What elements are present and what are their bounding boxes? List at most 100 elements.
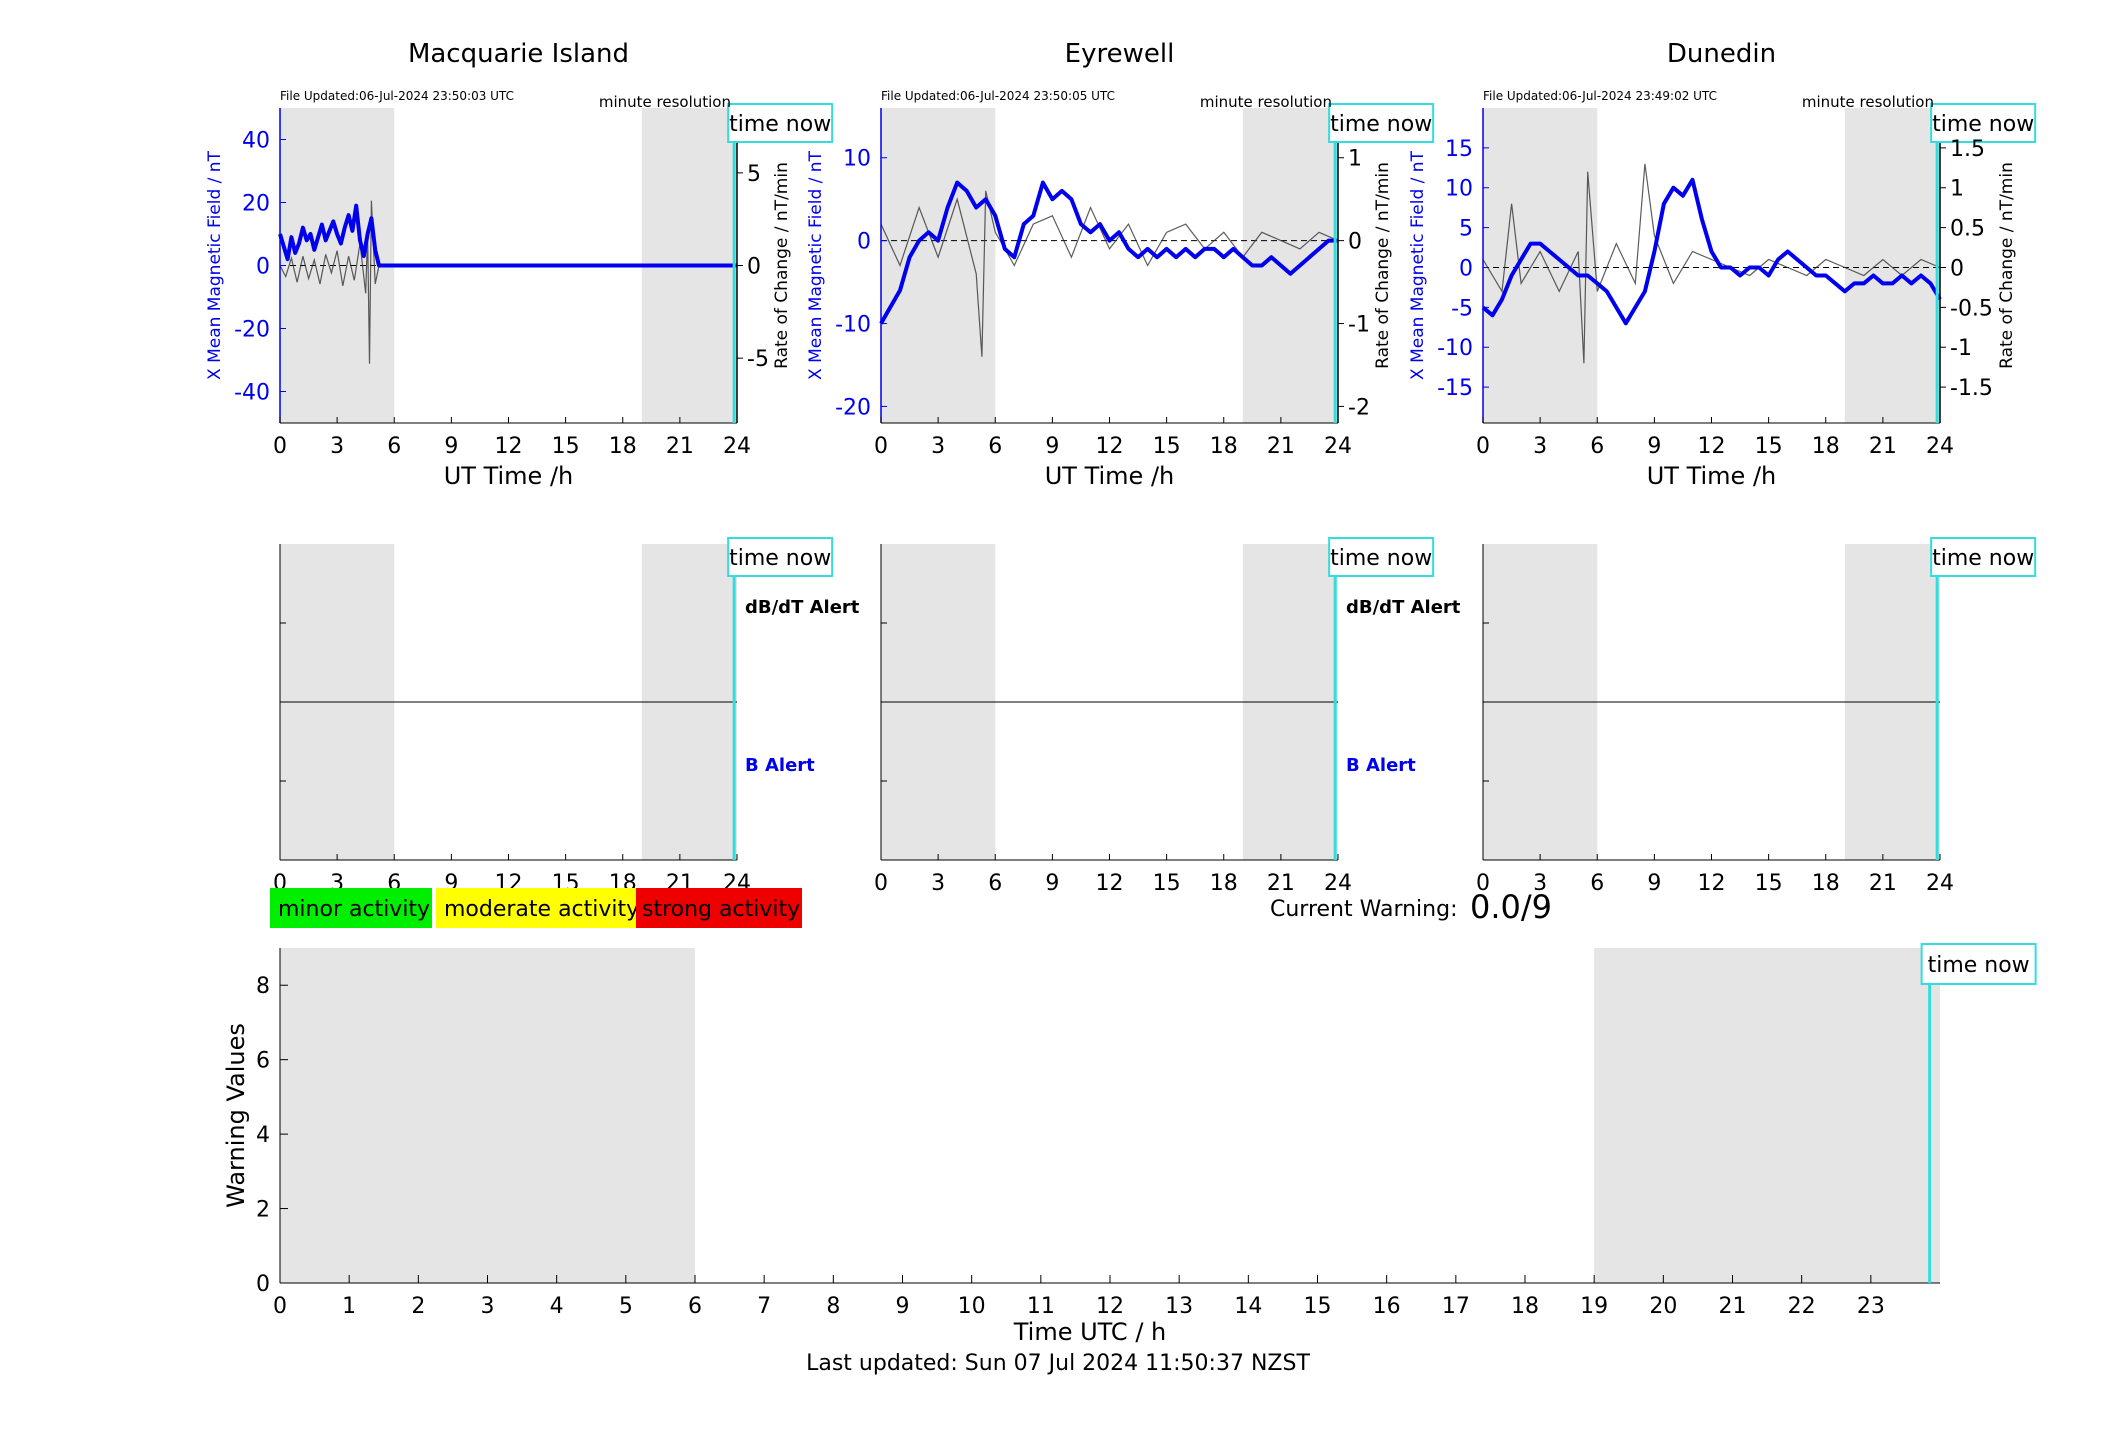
alert-hour-tick-label: 15 (1755, 871, 1783, 896)
time-now-label: time now (1330, 546, 1432, 571)
hour-tick-label: 21 (1267, 434, 1295, 459)
warning-time-now-box (1920, 943, 2037, 985)
alert-hour-tick-label: 0 (1476, 871, 1490, 896)
mean-field-series (278, 203, 737, 268)
hour-tick-label: 12 (1096, 434, 1124, 459)
hour-tick-label: 0 (874, 434, 888, 459)
hour-tick-label: 15 (1755, 434, 1783, 459)
time-now-label: time now (729, 112, 831, 137)
hour-tick-label: 3 (931, 434, 945, 459)
station-title: Dunedin (1667, 39, 1776, 69)
hour-tick-label: 12 (1698, 434, 1726, 459)
station-title: Macquarie Island (408, 39, 629, 69)
station-plot-2: time now 15 10 5 0 -5 -10 -15 1.5 1 0.5 0 -0.5 -1 -1.5… (1408, 39, 2037, 490)
right-tick-label: 1.5 (1950, 137, 1985, 162)
alert-panel-2: time now 0 3 6 9 12 15 18 21 24 (1476, 537, 2037, 896)
alert-hour-tick-label: 3 (931, 871, 945, 896)
b-alert-label: B Alert (1346, 755, 1416, 776)
left-tick-label: 10 (1445, 177, 1473, 202)
left-tick-label: 0 (857, 230, 871, 255)
time-now-box-0 (727, 537, 834, 577)
night-shade-1 (1844, 108, 1940, 423)
alert-hour-tick-label: 18 (1210, 871, 1238, 896)
warning-x-tick-label: 7 (757, 1294, 771, 1319)
hour-tick-label: 24 (1324, 434, 1352, 459)
warning-x-tick-label: 18 (1511, 1294, 1539, 1319)
alert-hour-tick-label: 15 (1153, 871, 1181, 896)
file-updated-text: File Updated:06-Jul-2024 23:49:02 UTC (1483, 89, 1717, 103)
alert-hour-tick-label: 9 (1647, 871, 1661, 896)
time-now-label: time now (1932, 112, 2034, 137)
hour-tick-label: 18 (1210, 434, 1238, 459)
alert-hour-tick-label: 0 (874, 871, 888, 896)
resolution-text: minute resolution (1200, 93, 1332, 111)
hour-tick-label: 12 (495, 434, 523, 459)
warning-x-tick-label: 13 (1165, 1294, 1193, 1319)
hour-tick-label: 24 (1926, 434, 1954, 459)
right-y-axis-label: Rate of Change / nT/min (1373, 162, 1393, 369)
left-tick-label: 40 (242, 129, 270, 154)
warning-x-tick-label: 15 (1304, 1294, 1332, 1319)
hour-tick-label: 15 (1153, 434, 1181, 459)
right-tick-label: 0 (747, 255, 761, 280)
warning-night-shade-1 (1594, 948, 1940, 1283)
hour-tick-label: 0 (1476, 434, 1490, 459)
left-tick-label: -15 (1437, 376, 1473, 401)
warning-x-axis-label: Time UTC / h (1013, 1318, 1167, 1346)
alert-hour-tick-label: 3 (1533, 871, 1547, 896)
legend-minor-swatch (270, 888, 432, 928)
time-now-label: time now (729, 546, 831, 571)
right-tick-label: -1.5 (1950, 376, 1993, 401)
warning-x-tick-label: 21 (1719, 1294, 1747, 1319)
time-now-box-0 (727, 103, 834, 143)
right-tick-label: 0 (1950, 256, 1964, 281)
warning-x-tick-label: 12 (1096, 1294, 1124, 1319)
hour-tick-label: 21 (666, 434, 694, 459)
warning-y-tick-label: 2 (256, 1198, 270, 1223)
warning-y-tick-label: 8 (256, 974, 270, 999)
left-tick-label: -40 (234, 381, 270, 406)
time-now-box-2 (1930, 537, 2037, 577)
legend-strong-swatch (636, 888, 802, 928)
left-tick-label: -10 (835, 313, 871, 338)
left-tick-label: 10 (843, 147, 871, 172)
time-now-box-2 (1930, 103, 2037, 143)
rate-of-change-series (880, 190, 1339, 357)
warning-x-tick-label: 5 (619, 1294, 633, 1319)
warning-y-tick-label: 6 (256, 1049, 270, 1074)
warning-x-tick-label: 0 (273, 1294, 287, 1319)
rate-of-change-series (1482, 163, 1941, 364)
resolution-text: minute resolution (1802, 93, 1934, 111)
alert-hour-tick-label: 12 (1096, 871, 1124, 896)
legend-moderate-label: moderate activity (444, 897, 639, 922)
right-tick-label: 1 (1348, 147, 1362, 172)
alert-hour-tick-label: 18 (1812, 871, 1840, 896)
right-tick-label: 0.5 (1950, 217, 1985, 242)
night-shade-0 (1483, 108, 1598, 423)
left-tick-label: -20 (234, 318, 270, 343)
dbdt-alert-label: dB/dT Alert (745, 597, 860, 618)
warning-night-shade-0 (280, 948, 695, 1283)
x-axis-label: UT Time /h (1647, 462, 1777, 490)
hour-tick-label: 24 (723, 434, 751, 459)
left-tick-label: -5 (1451, 296, 1473, 321)
hour-tick-label: 6 (387, 434, 401, 459)
last-updated-text: Last updated: Sun 07 Jul 2024 11:50:37 N… (806, 1351, 1310, 1376)
night-shade-0 (881, 108, 996, 423)
activity-legend: minor activity moderate activity strong … (270, 888, 802, 928)
mean-field-series (879, 180, 1338, 325)
rate-of-change-series (279, 200, 737, 364)
left-tick-label: 0 (256, 255, 270, 280)
left-tick-label: -10 (1437, 336, 1473, 361)
hour-tick-label: 18 (1812, 434, 1840, 459)
right-tick-label: 5 (747, 162, 761, 187)
hour-tick-label: 3 (330, 434, 344, 459)
warning-x-tick-label: 14 (1234, 1294, 1262, 1319)
current-warning-label: Current Warning: (1270, 897, 1457, 922)
legend-minor-label: minor activity (278, 897, 430, 922)
legend-moderate-swatch (436, 888, 636, 928)
hour-tick-label: 9 (1045, 434, 1059, 459)
warning-x-tick-label: 6 (688, 1294, 702, 1319)
